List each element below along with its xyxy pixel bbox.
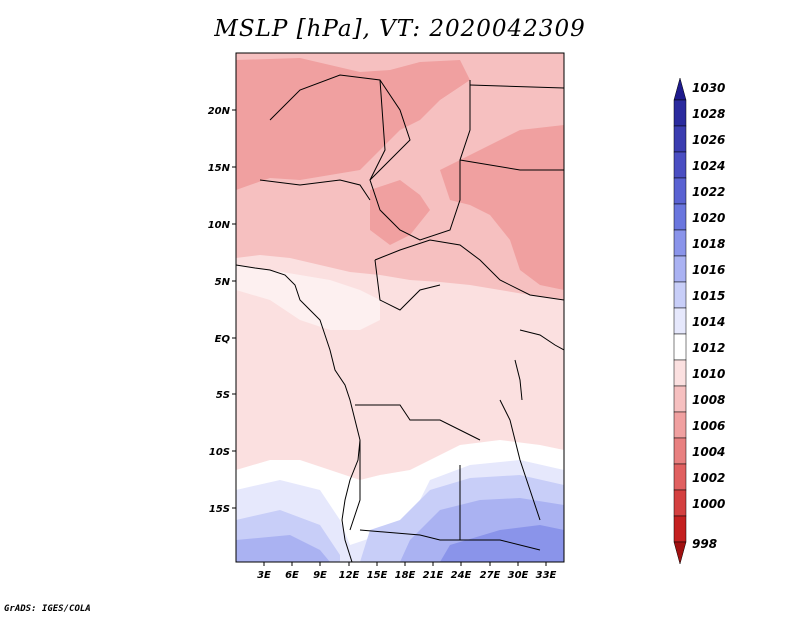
field-1020-west <box>236 535 330 562</box>
colorbar-swatch <box>673 359 687 387</box>
x-axis-labels: 3E 6E 9E 12E 15E 18E 21E 24E 27E 30E 33E <box>257 570 556 581</box>
colorbar-swatch <box>673 229 687 257</box>
lon-label: 15E <box>367 570 388 581</box>
colorbar-swatch <box>673 307 687 335</box>
colorbar-swatch <box>673 437 687 465</box>
colorbar-swatch <box>673 411 687 439</box>
colorbar-label: 1002 <box>692 471 725 485</box>
colorbar-label: 998 <box>692 537 717 551</box>
colorbar-bottom-triangle <box>673 541 687 565</box>
country-borders <box>236 74 564 562</box>
colorbar-label: 1008 <box>692 393 725 407</box>
colorbar-swatch <box>673 203 687 231</box>
colorbar-label: 1016 <box>692 263 725 277</box>
lon-label: 24E <box>451 570 472 581</box>
lon-label: 27E <box>480 570 501 581</box>
colorbar-swatch <box>673 281 687 309</box>
field-1022 <box>440 525 564 562</box>
lat-label: 10N <box>208 220 231 231</box>
lat-label: EQ <box>215 334 231 345</box>
lon-label: 18E <box>395 570 416 581</box>
map-frame <box>235 52 565 563</box>
lat-label: 15S <box>209 504 230 515</box>
colorbar-swatch <box>673 255 687 283</box>
colorbar-swatch <box>673 463 687 491</box>
colorbar-label: 1012 <box>692 341 725 355</box>
pressure-field <box>236 53 564 562</box>
colorbar-label: 1024 <box>692 159 725 173</box>
lon-label: 6E <box>285 570 299 581</box>
colorbar-swatch <box>673 151 687 179</box>
colorbar-label: 1026 <box>692 133 725 147</box>
colorbar-swatch <box>673 333 687 361</box>
lat-label: 5N <box>215 277 231 288</box>
colorbar-label: 1015 <box>692 289 725 303</box>
colorbar-label: 1004 <box>692 445 725 459</box>
field-1008-west <box>236 58 470 190</box>
colorbar-label: 1030 <box>692 81 725 95</box>
colorbar-swatch <box>673 177 687 205</box>
colorbar-swatch <box>673 125 687 153</box>
lon-label: 9E <box>313 570 327 581</box>
lat-label: 10S <box>209 447 230 458</box>
credit-label: GrADS: IGES/COLA <box>4 604 91 614</box>
colorbar-swatch <box>673 385 687 413</box>
lat-label: 15N <box>208 163 231 174</box>
colorbar-label: 1018 <box>692 237 725 251</box>
colorbar-label: 1000 <box>692 497 725 511</box>
lon-label: 12E <box>339 570 360 581</box>
lon-label: 21E <box>423 570 444 581</box>
colorbar-swatch <box>673 99 687 127</box>
field-1008-center <box>370 180 430 245</box>
colorbar-swatch <box>673 489 687 517</box>
y-axis-labels: 20N 15N 10N 5N EQ 5S 10S 15S <box>208 106 231 515</box>
field-1008-east <box>440 125 564 290</box>
colorbar-label: 1014 <box>692 315 725 329</box>
colorbar-label: 1028 <box>692 107 725 121</box>
y-axis-ticks <box>232 109 236 509</box>
field-1014-a <box>236 265 380 330</box>
lat-label: 20N <box>208 106 231 117</box>
colorbar-label: 1010 <box>692 367 725 381</box>
lat-label: 5S <box>216 390 230 401</box>
x-axis-ticks <box>263 562 547 566</box>
colorbar-swatch <box>673 515 687 543</box>
colorbar-label: 1022 <box>692 185 725 199</box>
lon-label: 30E <box>508 570 529 581</box>
map-title: MSLP [hPa], VT: 2020042309 <box>214 16 586 42</box>
colorbar-top-triangle <box>673 77 687 101</box>
lon-label: 3E <box>257 570 271 581</box>
lon-label: 33E <box>536 570 557 581</box>
colorbar: 1030 1028 1026 1024 1022 1020 1018 1016 1015 1014… <box>673 77 725 565</box>
colorbar-label: 1020 <box>692 211 725 225</box>
colorbar-label: 1006 <box>692 419 725 433</box>
